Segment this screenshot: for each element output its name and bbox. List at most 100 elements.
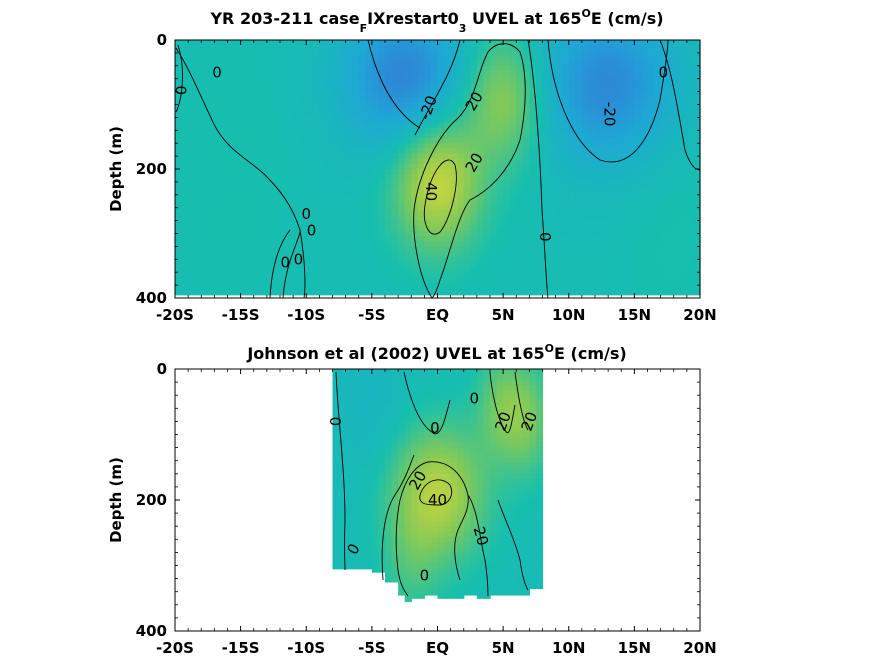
field-cell	[385, 272, 393, 278]
field-cell	[293, 236, 301, 242]
field-cell	[365, 153, 373, 160]
field-cell	[457, 153, 465, 160]
field-cell	[378, 405, 386, 412]
field-cell	[280, 169, 288, 175]
field-cell	[214, 292, 222, 296]
field-cell	[575, 179, 583, 186]
field-cell	[201, 143, 209, 149]
field-cell	[266, 117, 275, 124]
field-cell	[411, 520, 419, 527]
field-cell	[640, 65, 649, 72]
field-cell	[529, 277, 537, 284]
field-cell	[424, 557, 432, 564]
field-cell	[430, 50, 439, 57]
field-cell	[234, 241, 242, 247]
field-cell	[345, 292, 353, 296]
field-cell	[227, 107, 235, 113]
field-cell	[693, 65, 701, 72]
field-cell	[522, 220, 530, 227]
field-cell	[404, 583, 412, 590]
field-cell	[595, 70, 603, 77]
field-cell	[490, 143, 498, 149]
field-cell	[404, 526, 412, 533]
field-cell	[181, 158, 189, 165]
field-cell	[325, 236, 334, 242]
field-cell	[417, 447, 425, 454]
field-cell	[325, 50, 334, 57]
field-cell	[385, 210, 393, 217]
field-cell	[306, 215, 314, 222]
field-cell	[542, 158, 550, 165]
field-cell	[371, 256, 380, 263]
field-cell	[332, 215, 340, 222]
field-cell	[516, 205, 524, 211]
field-cell	[450, 526, 458, 533]
field-cell	[391, 220, 399, 227]
field-cell	[680, 138, 688, 144]
field-cell	[680, 81, 688, 88]
field-cell	[686, 236, 695, 242]
field-cell	[509, 261, 517, 268]
field-cell	[595, 225, 603, 232]
field-cell	[535, 127, 544, 134]
field-cell	[358, 515, 366, 522]
field-cell	[496, 50, 504, 57]
field-cell	[509, 86, 517, 93]
field-cell	[391, 416, 399, 422]
field-cell	[417, 292, 425, 296]
field-cell	[575, 225, 583, 232]
field-cell	[621, 91, 629, 98]
field-cell	[463, 40, 471, 46]
field-cell	[470, 65, 478, 72]
field-cell	[601, 117, 609, 124]
field-cell	[194, 153, 202, 160]
field-cell	[175, 55, 183, 62]
field-cell	[667, 40, 675, 46]
field-cell	[260, 241, 268, 247]
field-cell	[601, 76, 609, 82]
field-cell	[463, 117, 471, 124]
field-cell	[634, 117, 642, 124]
field-cell	[234, 277, 242, 284]
field-cell	[280, 153, 288, 160]
field-cell	[240, 143, 248, 149]
field-cell	[444, 210, 452, 217]
field-cell	[647, 236, 655, 242]
field-cell	[214, 199, 222, 206]
contour-20	[413, 43, 526, 299]
field-cell	[273, 179, 281, 186]
field-cell	[391, 562, 399, 569]
field-cell	[227, 148, 235, 155]
field-cell	[516, 179, 524, 186]
field-cell	[365, 468, 373, 475]
field-cell	[339, 557, 347, 564]
field-cell	[227, 50, 235, 57]
field-cell	[555, 91, 563, 98]
field-cell	[575, 40, 583, 46]
field-cell	[404, 282, 412, 289]
field-cell	[345, 526, 353, 533]
field-cell	[673, 107, 681, 113]
field-cell	[404, 143, 412, 149]
field-cell	[227, 40, 235, 46]
field-cell	[457, 410, 465, 417]
field-cell	[490, 205, 498, 211]
field-cell	[621, 96, 629, 103]
field-cell	[640, 96, 649, 103]
field-cell	[522, 86, 530, 93]
field-cell	[516, 91, 524, 98]
field-cell	[581, 163, 590, 170]
field-cell	[444, 400, 452, 407]
field-cell	[332, 468, 340, 475]
field-cell	[608, 117, 616, 124]
field-cell	[378, 184, 386, 191]
field-cell	[680, 101, 688, 108]
field-cell	[306, 256, 314, 263]
field-cell	[319, 225, 327, 232]
field-cell	[555, 194, 563, 201]
field-cell	[240, 163, 248, 170]
field-cell	[371, 463, 380, 470]
field-cell	[647, 215, 655, 222]
field-cell	[175, 153, 183, 160]
field-cell	[385, 395, 393, 402]
